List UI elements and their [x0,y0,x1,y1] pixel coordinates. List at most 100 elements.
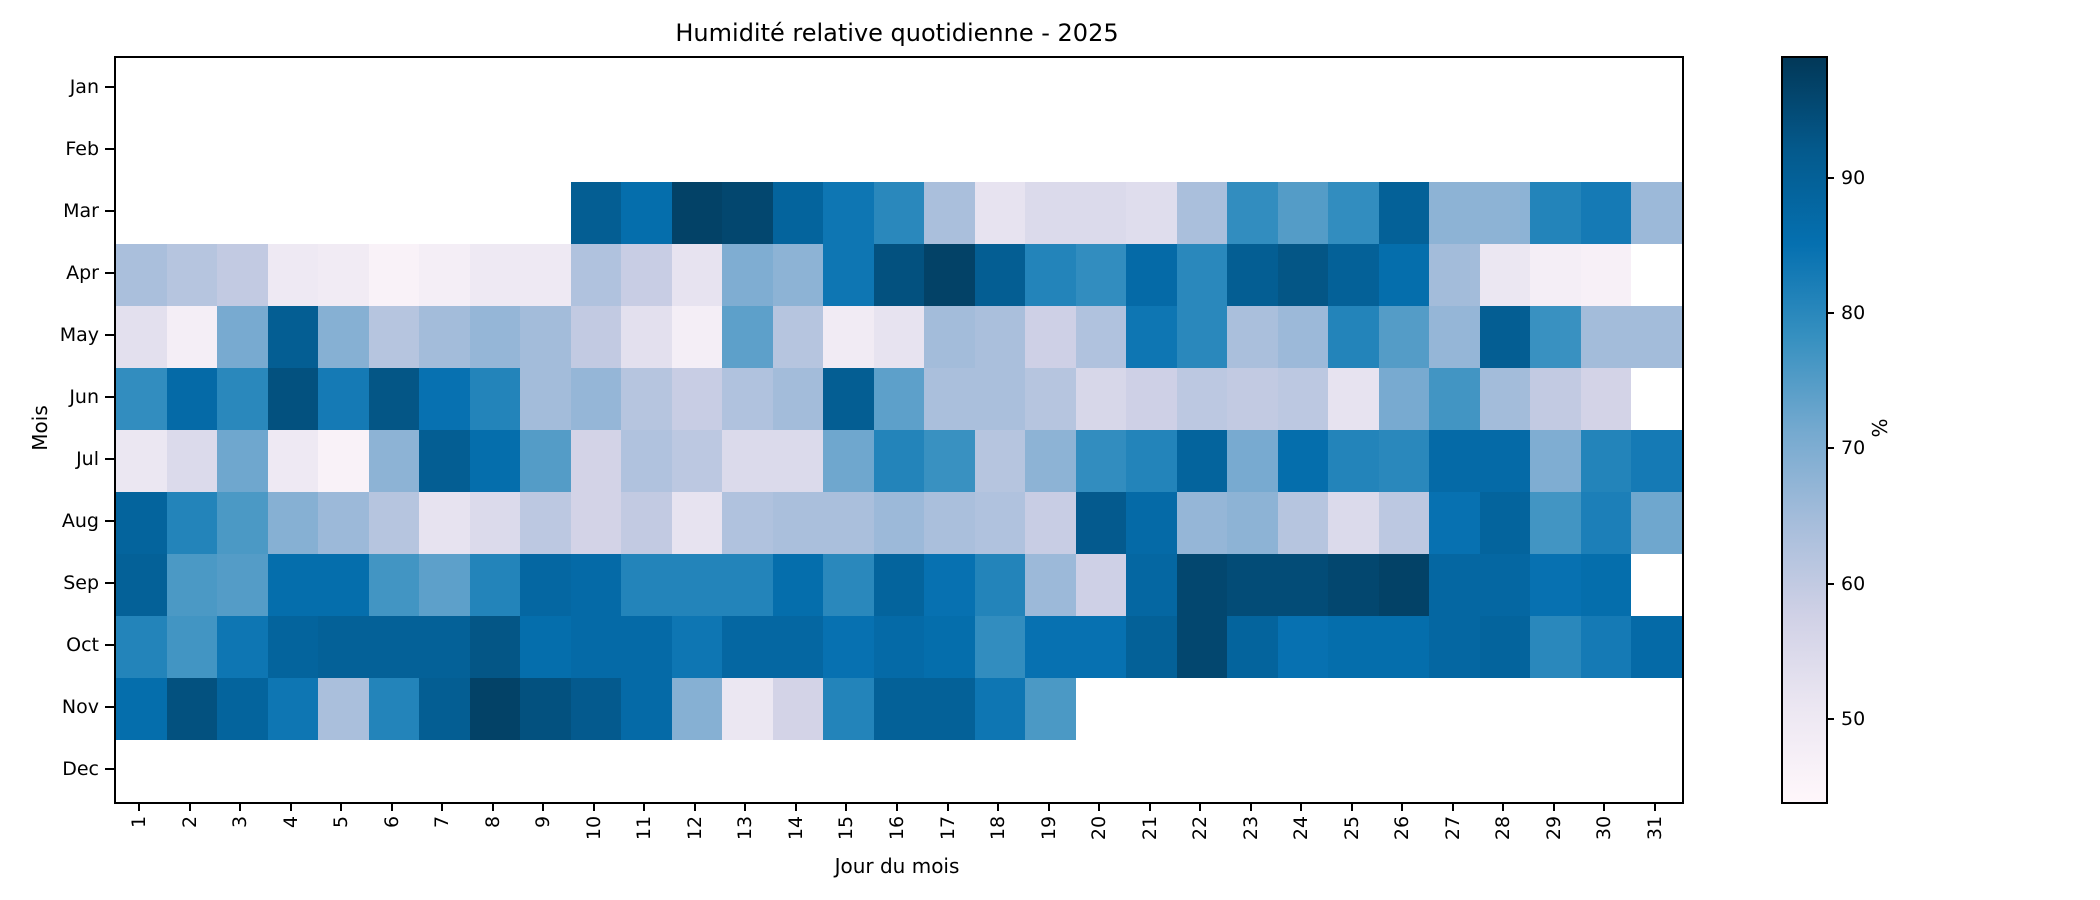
heatmap-cell [1025,678,1076,740]
heatmap-cell [1227,616,1278,678]
heatmap-cell [1378,368,1430,430]
x-tick [1199,802,1202,811]
heatmap-cell [1277,368,1329,430]
heatmap-cell [368,306,420,368]
heatmap-cell [1429,430,1480,492]
heatmap-cell [1227,182,1278,244]
heatmap-cell [621,740,672,802]
heatmap-cell [772,58,824,120]
x-tick-label: 26 [1391,815,1414,841]
heatmap-cell [217,554,268,616]
heatmap-cell [974,120,1026,182]
heatmap-cell [1176,740,1228,802]
heatmap-cell [621,58,672,120]
heatmap-cell [1328,244,1379,306]
heatmap-cell [1479,492,1531,554]
heatmap-cell [974,306,1026,368]
x-tick-label: 19 [1037,815,1060,841]
heatmap-cell [873,58,925,120]
heatmap-cell [924,58,975,120]
heatmap-cell [1126,430,1177,492]
heatmap-cell [116,368,167,430]
y-tick [105,210,114,212]
heatmap-cell [166,430,218,492]
heatmap-cell [671,740,723,802]
heatmap-cell [166,368,218,430]
x-tick [542,802,545,811]
heatmap-cell [1580,430,1632,492]
y-tick [105,86,114,88]
heatmap-cell [368,616,420,678]
heatmap-cell [1631,678,1682,740]
heatmap-cell [217,306,268,368]
heatmap-cell [823,492,874,554]
heatmap-cell [873,244,925,306]
x-tick [1603,802,1606,811]
heatmap-cell [217,430,268,492]
heatmap-cell [722,678,773,740]
heatmap-cell [116,554,167,616]
heatmap-cell [722,492,773,554]
heatmap-cell [772,616,824,678]
heatmap-cell [671,554,723,616]
x-tick [441,802,444,811]
heatmap-cell [419,430,470,492]
heatmap-cell [722,368,773,430]
heatmap-cell [924,244,975,306]
heatmap-cell [267,368,319,430]
heatmap-cell [1025,182,1076,244]
heatmap-cell [520,492,571,554]
x-tick-label: 10 [582,815,605,841]
heatmap-cell [1025,306,1076,368]
heatmap-cell [1328,678,1379,740]
heatmap-cell [1126,492,1177,554]
heatmap-cell [873,616,925,678]
x-tick [1098,802,1101,811]
heatmap-cell [1580,306,1632,368]
heatmap-cell [1277,616,1329,678]
heatmap-cell [419,492,470,554]
heatmap-cell [1227,430,1278,492]
heatmap-cell [621,492,672,554]
heatmap-cell [116,120,167,182]
x-tick-label: 29 [1542,815,1565,841]
heatmap-cell [1126,120,1177,182]
heatmap-cell [621,244,672,306]
heatmap-cell [1479,616,1531,678]
heatmap-cell [873,120,925,182]
heatmap-cell [722,58,773,120]
x-tick [340,802,343,811]
x-tick-label: 30 [1593,815,1616,841]
heatmap-cell [1075,430,1127,492]
heatmap-cell [116,430,167,492]
chart-title: Humidité relative quotidienne - 2025 [675,19,1119,47]
y-axis-title: Mois [28,405,52,451]
heatmap-cell [419,368,470,430]
x-tick [1148,802,1151,811]
heatmap-cell [1479,244,1531,306]
heatmap-cell [1378,740,1430,802]
heatmap-grid [116,58,1682,802]
heatmap-cell [1227,120,1278,182]
heatmap-cell [1580,368,1632,430]
heatmap-cell [1328,740,1379,802]
heatmap-cell [267,616,319,678]
heatmap-cell [974,368,1026,430]
heatmap-cell [520,182,571,244]
x-tick [1300,802,1303,811]
x-tick [1552,802,1555,811]
y-tick-label: Jul [76,448,99,470]
heatmap-cell [1378,244,1430,306]
heatmap-cell [1530,554,1581,616]
heatmap-cell [1328,492,1379,554]
heatmap-cell [166,492,218,554]
y-tick-label: Apr [66,262,99,284]
heatmap-cell [520,554,571,616]
heatmap-cell [419,120,470,182]
heatmap-cell [267,120,319,182]
x-tick [744,802,747,811]
heatmap-cell [1530,740,1581,802]
colorbar-tick [1826,312,1834,315]
heatmap-cell [570,740,622,802]
